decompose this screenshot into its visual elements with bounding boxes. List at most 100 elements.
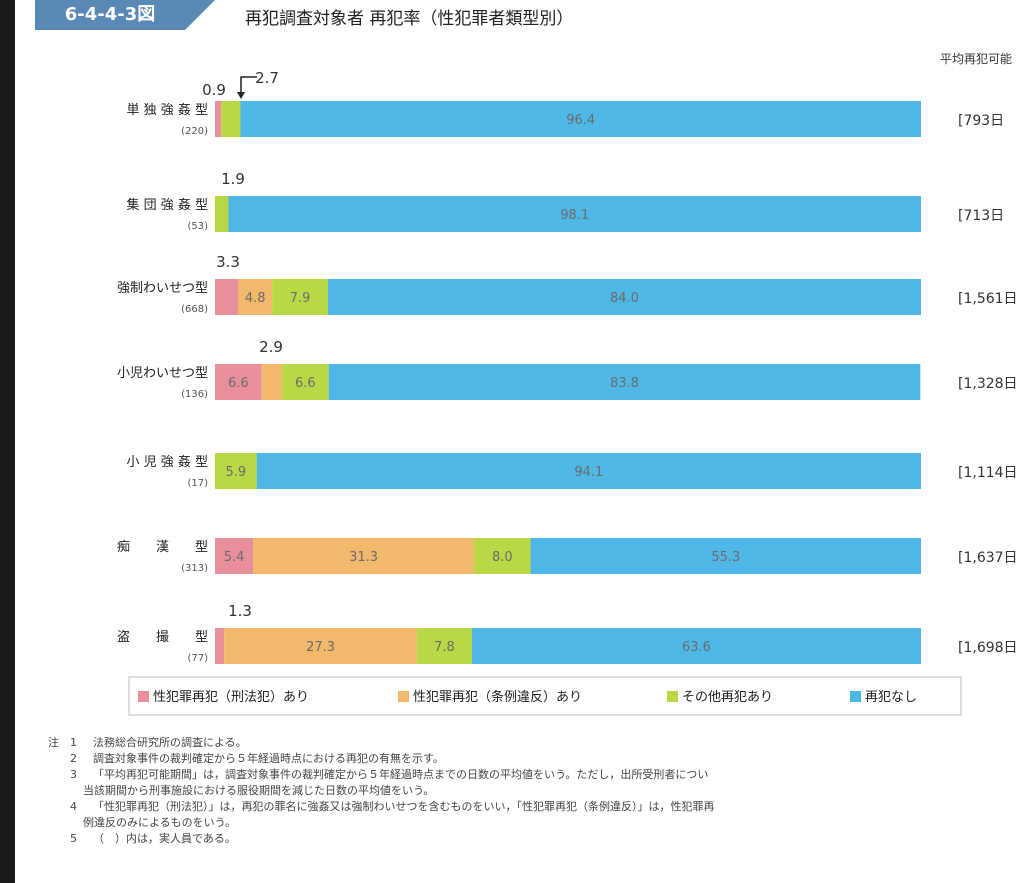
avg-days-column-header: 平均再犯可能 [940, 52, 1013, 66]
bar-segment [474, 538, 531, 574]
figure-title: 再犯調査対象者 再犯率（性犯罪者類型別） [245, 9, 574, 29]
note-number: 4 [70, 800, 77, 813]
note-row: 例違反のみによるものをいう。 [25, 815, 1031, 831]
note-row: 当該期間から刑事施設における服役期間を減じた日数の平均値をいう。 [25, 783, 1031, 799]
category-count: (136) [181, 389, 208, 400]
category-count: (313) [181, 563, 208, 574]
legend-entry: 性犯罪再犯（条例違反）あり [413, 689, 582, 705]
callout-label: 2.7 [255, 69, 279, 87]
bar-segment [215, 101, 222, 137]
avg-days-value: [1,698日 [958, 640, 1018, 656]
data-label: 84.0 [610, 291, 639, 306]
legend-entry: 再犯なし [865, 690, 917, 705]
chart-row: 集 団 強 姦 型 (53) [713日 98.1 [126, 196, 1004, 232]
note-number: 5 [70, 832, 77, 845]
bar-segment [215, 453, 257, 489]
chart-legend: 性犯罪再犯（刑法犯）あり 性犯罪再犯（条例違反）あり その他再犯あり 再犯なし [128, 676, 962, 716]
figure-number-badge: 6-4-4-3図 [35, 0, 185, 30]
figure-panel: 6-4-4-3図 再犯調査対象者 再犯率（性犯罪者類型別） 平均再犯可能 単 独… [15, 0, 1031, 883]
avg-days-value: [1,114日 [958, 465, 1018, 481]
bar-segment [416, 628, 472, 664]
note-text: 「性犯罪再犯（刑法犯）」は，再犯の罪名に強姦又は強制わいせつを含むものをいい，「… [93, 800, 715, 813]
callout-label: 0.9 [202, 81, 226, 99]
bar-segment [215, 196, 229, 232]
avg-days-value: [1,637日 [958, 550, 1018, 566]
data-label: 27.3 [306, 640, 335, 655]
note-text: （ ）内は，実人員である。 [93, 832, 236, 845]
category-count: (668) [181, 304, 208, 315]
data-label: 31.3 [349, 550, 378, 565]
category-label: 小 児 強 姦 型 [126, 454, 208, 470]
note-text: 調査対象事件の裁判確定から５年経過時点における再犯の有無を示す。 [93, 752, 444, 765]
legend-box [128, 676, 962, 716]
note-text: 例違反のみによるものをいう。 [83, 816, 237, 829]
note-number: 注 1 [48, 736, 77, 749]
chart-row: 小 児 強 姦 型 (17) [1,114日 5.9 94.1 [126, 453, 1018, 489]
bar-segment [256, 453, 921, 489]
bar-segment [328, 364, 921, 400]
note-text: 当該期間から刑事施設における服役期間を減じた日数の平均値をいう。 [83, 784, 435, 797]
legend-entry: 性犯罪再犯（刑法犯）あり [153, 690, 309, 705]
callout-label: 3.3 [216, 253, 240, 271]
data-label: 5.4 [224, 550, 245, 565]
bar-segment [215, 364, 262, 400]
note-row: 4 「性犯罪再犯（刑法犯）」は，再犯の罪名に強姦又は強制わいせつを含むものをいい，… [25, 799, 1031, 815]
category-label: 単 独 強 姦 型 [126, 102, 208, 118]
stacked-bar-chart: 単 独 強 姦 型 (220) [793日 96.4 集 団 強 姦 型 (53) [713… [117, 69, 1018, 716]
data-label: 6.6 [295, 376, 316, 391]
callout-label: 1.9 [221, 170, 245, 188]
note-number: 3 [70, 768, 77, 781]
avg-days-value: [1,561日 [958, 291, 1018, 307]
data-label: 94.1 [574, 465, 603, 480]
bar-segment [240, 101, 921, 137]
bar-segment [261, 364, 283, 400]
callout-arrow-head [237, 92, 245, 99]
category-count: (77) [187, 653, 208, 664]
category-count: (220) [181, 126, 208, 137]
bar-segment [228, 196, 921, 232]
data-label: 96.4 [566, 113, 595, 128]
note-row: 注 1 法務総合研究所の調査による。 [25, 735, 1031, 751]
note-number: 2 [70, 752, 77, 765]
chart-row: 強制わいせつ型 (668) [1,561日 4.8 7.9 84.0 [117, 279, 1018, 315]
avg-days-value: [1,328日 [958, 376, 1018, 392]
note-row: 2 調査対象事件の裁判確定から５年経過時点における再犯の有無を示す。 [25, 751, 1031, 767]
callout-leader-line [240, 76, 257, 97]
avg-days-value: [793日 [958, 113, 1004, 129]
bar-segment [253, 538, 475, 574]
bar-segment [215, 628, 225, 664]
category-label: 盗 撮 型 [117, 629, 208, 645]
category-label: 強制わいせつ型 [117, 281, 208, 296]
badge-corner [185, 0, 215, 30]
legend-swatch [667, 691, 678, 702]
chart-row: 小児わいせつ型 (136) [1,328日 6.6 6.6 83.8 [117, 364, 1018, 400]
category-label: 集 団 強 姦 型 [126, 197, 208, 213]
data-label: 98.1 [560, 208, 589, 223]
bar-segment [224, 628, 417, 664]
bar-segment [471, 628, 921, 664]
bar-segment [221, 101, 241, 137]
avg-days-value: [713日 [958, 208, 1004, 224]
chart-row: 盗 撮 型 (77) [1,698日 27.3 7.8 63.6 [117, 628, 1018, 664]
data-label: 7.9 [290, 291, 311, 306]
category-label: 小児わいせつ型 [117, 366, 208, 381]
note-row: 3 「平均再犯可能期間」は，調査対象事件の裁判確定から５年経過時点までの日数の平均… [25, 767, 1031, 783]
bar-segment [215, 538, 254, 574]
chart-rows: 単 独 強 姦 型 (220) [793日 96.4 集 団 強 姦 型 (53) [713… [117, 69, 1018, 664]
legend-swatch [138, 691, 149, 702]
bar-segment [272, 279, 328, 315]
callout-label: 1.3 [228, 602, 252, 620]
note-text: 「平均再犯可能期間」は，調査対象事件の裁判確定から５年経過時点までの日数の平均値… [93, 768, 709, 781]
bar-segment [530, 538, 921, 574]
category-count: (17) [187, 478, 208, 489]
data-label: 5.9 [225, 465, 246, 480]
data-label: 83.8 [610, 376, 639, 391]
notes-section: 注 1 法務総合研究所の調査による。 2 調査対象事件の裁判確定から５年経過時点におけ… [25, 735, 1031, 847]
data-label: 4.8 [245, 291, 266, 306]
callout-label: 2.9 [259, 338, 283, 356]
legend-swatch [850, 691, 861, 702]
data-label: 55.3 [711, 550, 740, 565]
data-label: 7.8 [434, 640, 455, 655]
bar-segment [282, 364, 329, 400]
